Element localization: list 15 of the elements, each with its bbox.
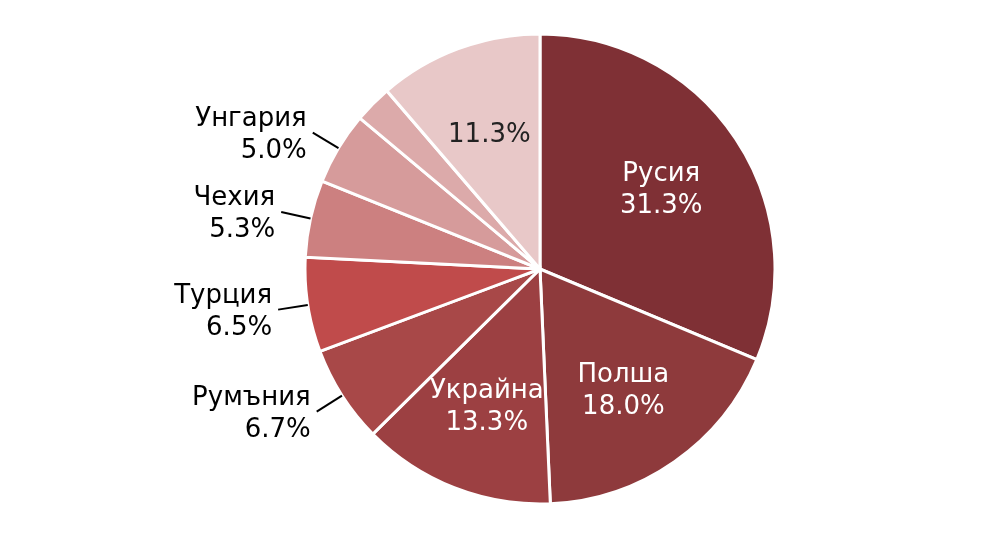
data-label: 11.3% bbox=[448, 117, 531, 148]
slice-label: Украйна bbox=[429, 373, 544, 404]
data-label: 13.3% bbox=[445, 405, 529, 436]
slice-label: Румъния bbox=[192, 380, 311, 411]
data-label: 31.3% bbox=[619, 189, 703, 220]
data-label: 5.0% bbox=[240, 133, 307, 164]
slice-label: Чехия bbox=[193, 181, 276, 212]
slice-label: Унгария bbox=[195, 101, 307, 132]
slice-label: Полша bbox=[577, 357, 670, 388]
data-label: 6.5% bbox=[206, 310, 273, 341]
slice-label: Турция bbox=[173, 278, 273, 309]
data-label: 5.3% bbox=[209, 213, 276, 244]
data-label: 18.0% bbox=[582, 389, 665, 420]
slice-label: Русия bbox=[622, 157, 701, 188]
data-label: 6.7% bbox=[244, 412, 311, 443]
